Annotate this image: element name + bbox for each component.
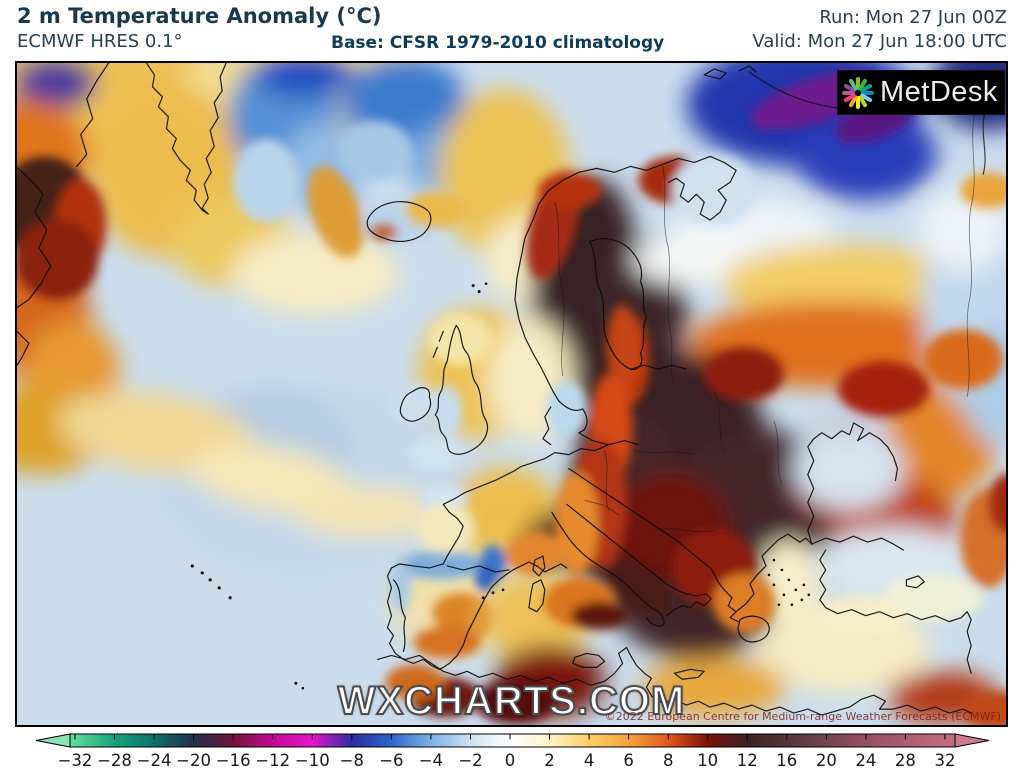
colorbar-tick: −24 — [136, 751, 172, 770]
header: 2 m Temperature Anomaly (°C) ECMWF HRES … — [0, 0, 1024, 61]
watermark-text: WXCHARTS.COM — [337, 678, 686, 724]
colorbar-tick: 2 — [544, 751, 555, 770]
colorbar-tick: −16 — [215, 751, 251, 770]
colorbar-tick: 24 — [855, 751, 877, 770]
colorbar-tick: −4 — [418, 751, 444, 770]
colorbar-tick: 12 — [736, 751, 758, 770]
colorbar-tick: −2 — [458, 751, 483, 770]
copyright-text: ©2022 European Centre for Medium-range W… — [604, 710, 1001, 723]
island-dots — [190, 282, 811, 690]
colorbar-tick: 28 — [894, 751, 916, 770]
model-label: ECMWF HRES 0.1° — [17, 31, 183, 52]
colorbar-tick: 8 — [662, 751, 674, 770]
colorbar-tick: −28 — [97, 751, 132, 770]
colorbar-tick: −32 — [57, 751, 93, 770]
coastlines — [17, 63, 986, 716]
colorbar-tick: 4 — [583, 751, 595, 770]
colorbar-tick: 10 — [697, 751, 719, 770]
weather-map: MetDesk WXCHARTS.COM ©2022 European Cent… — [15, 61, 1008, 727]
colorbar-tick: −6 — [379, 751, 404, 770]
colorbar-tick: −8 — [339, 751, 364, 770]
metdesk-logo-text: MetDesk — [880, 76, 998, 108]
anomaly-field — [17, 63, 1006, 725]
valid-time-label: Valid: Mon 27 Jun 18:00 UTC — [752, 31, 1007, 52]
colorbar-tick: 32 — [934, 751, 956, 770]
colorbar-tick: −20 — [176, 751, 212, 770]
run-time-label: Run: Mon 27 Jun 00Z — [819, 7, 1007, 28]
colorbar-tick-labels: −32 −28 −24 −20 −16 −12 −10 −8 −6 −4 −2 0 2 4 6 8 10 12 16… — [35, 751, 990, 775]
colorbar-tick: 16 — [776, 751, 798, 770]
colorbar-tick: 6 — [623, 751, 634, 770]
colorbar — [35, 733, 990, 748]
metdesk-logo: MetDesk — [838, 71, 1004, 114]
colorbar-tick: −12 — [255, 751, 291, 770]
starburst-icon — [842, 76, 874, 109]
colorbar-tick: 0 — [504, 751, 516, 770]
colorbar-tick: 20 — [815, 751, 837, 770]
colorbar-tick: −10 — [294, 751, 330, 770]
country-borders — [554, 110, 976, 532]
climatology-base-label: Base: CFSR 1979-2010 climatology — [331, 33, 665, 53]
page-title: 2 m Temperature Anomaly (°C) — [17, 4, 382, 28]
